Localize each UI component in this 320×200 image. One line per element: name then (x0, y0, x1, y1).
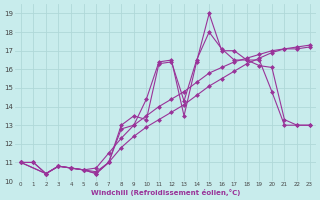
X-axis label: Windchill (Refroidissement éolien,°C): Windchill (Refroidissement éolien,°C) (91, 189, 240, 196)
